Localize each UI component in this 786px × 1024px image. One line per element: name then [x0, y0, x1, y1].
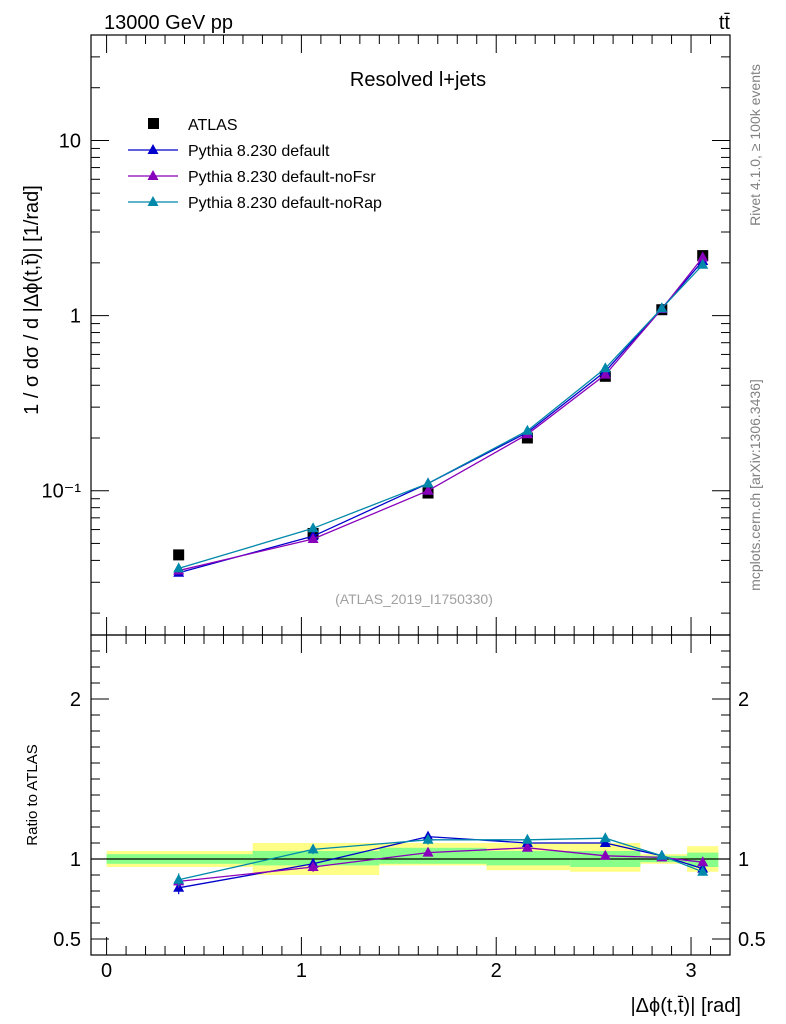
series-point-3 [307, 522, 319, 533]
legend-label: Pythia 8.230 default-noRap [188, 195, 382, 212]
legend-label: Pythia 8.230 default [188, 143, 330, 160]
ratio-point-1 [697, 856, 709, 867]
ratio-point-2 [697, 865, 709, 876]
series-point-2 [422, 484, 434, 495]
mcplots-label: mcplots.cern.ch [arXiv:1306.3436] [747, 379, 763, 591]
series-point-3 [422, 477, 434, 488]
x-tick-label: 3 [685, 960, 696, 982]
rivet-label: Rivet 4.1.0, ≥ 100k events [747, 64, 763, 226]
series-point-3 [173, 562, 185, 573]
ratio-point-2 [599, 832, 611, 843]
ratio-point-1 [307, 861, 319, 871]
main-title: Resolved l+jets [350, 69, 486, 91]
series-point-3 [521, 424, 533, 435]
legend-label: Pythia 8.230 default-noFsr [188, 169, 376, 186]
series-point-3 [656, 302, 668, 313]
ratio-point-2 [173, 873, 185, 884]
ratio-point-2 [521, 833, 533, 844]
y-tick-label: 1 [70, 306, 81, 328]
energy-label: 13000 GeV pp [104, 12, 233, 34]
y-tick-label: 10⁻¹ [42, 481, 82, 503]
series-point-2 [307, 532, 319, 543]
legend-marker-triangle [147, 196, 159, 206]
ratio-panel-frame [90, 634, 731, 956]
x-tick-label: 1 [296, 960, 307, 982]
legend-marker-triangle [147, 170, 159, 180]
x-tick-label: 2 [491, 960, 502, 982]
series-line-3 [178, 264, 704, 570]
ratio-point-1 [599, 849, 611, 860]
x-tick-label: 0 [101, 960, 112, 982]
main-ylabel: 1 / σ dσ / d |Δϕ(t,t̄)| [1/rad] [21, 185, 43, 415]
ratio-y-tick-label-right: 0.5 [738, 929, 766, 951]
ratio-point-2 [422, 833, 434, 844]
series-point-2 [599, 368, 611, 379]
ratio-y-tick-label: 1 [70, 849, 81, 871]
ratio-y-tick-label: 0.5 [53, 929, 81, 951]
ratio-point-1 [422, 846, 434, 857]
ratio-point-1 [521, 841, 533, 852]
stat-uncertainty-band [252, 851, 380, 866]
ratio-y-tick-label-right: 2 [738, 689, 749, 711]
ratio-point-2 [307, 843, 319, 854]
ratio-y-tick-label-right: 1 [738, 849, 749, 871]
y-tick-label: 10 [59, 130, 81, 152]
stat-uncertainty-band [486, 851, 571, 866]
atlas-data-point [173, 549, 185, 561]
process-label: tt̄ [719, 12, 731, 34]
ratio-y-tick-label: 2 [70, 689, 81, 711]
analysis-watermark: (ATLAS_2019_I1750330) [335, 591, 493, 607]
legend-label: ATLAS [188, 117, 238, 134]
series-line-2 [178, 256, 704, 572]
xlabel: |Δϕ(t,t̄)| [rad] [630, 995, 741, 1017]
ratio-ylabel: Ratio to ATLAS [24, 744, 41, 845]
ratio-point-2 [656, 849, 668, 860]
series-point-3 [697, 258, 709, 269]
series-line-1 [178, 260, 704, 574]
main-panel-frame [90, 34, 731, 636]
legend-marker-triangle [147, 144, 159, 154]
series-point-2 [697, 251, 709, 262]
series-point-3 [599, 362, 611, 373]
legend-marker-square [148, 118, 159, 129]
